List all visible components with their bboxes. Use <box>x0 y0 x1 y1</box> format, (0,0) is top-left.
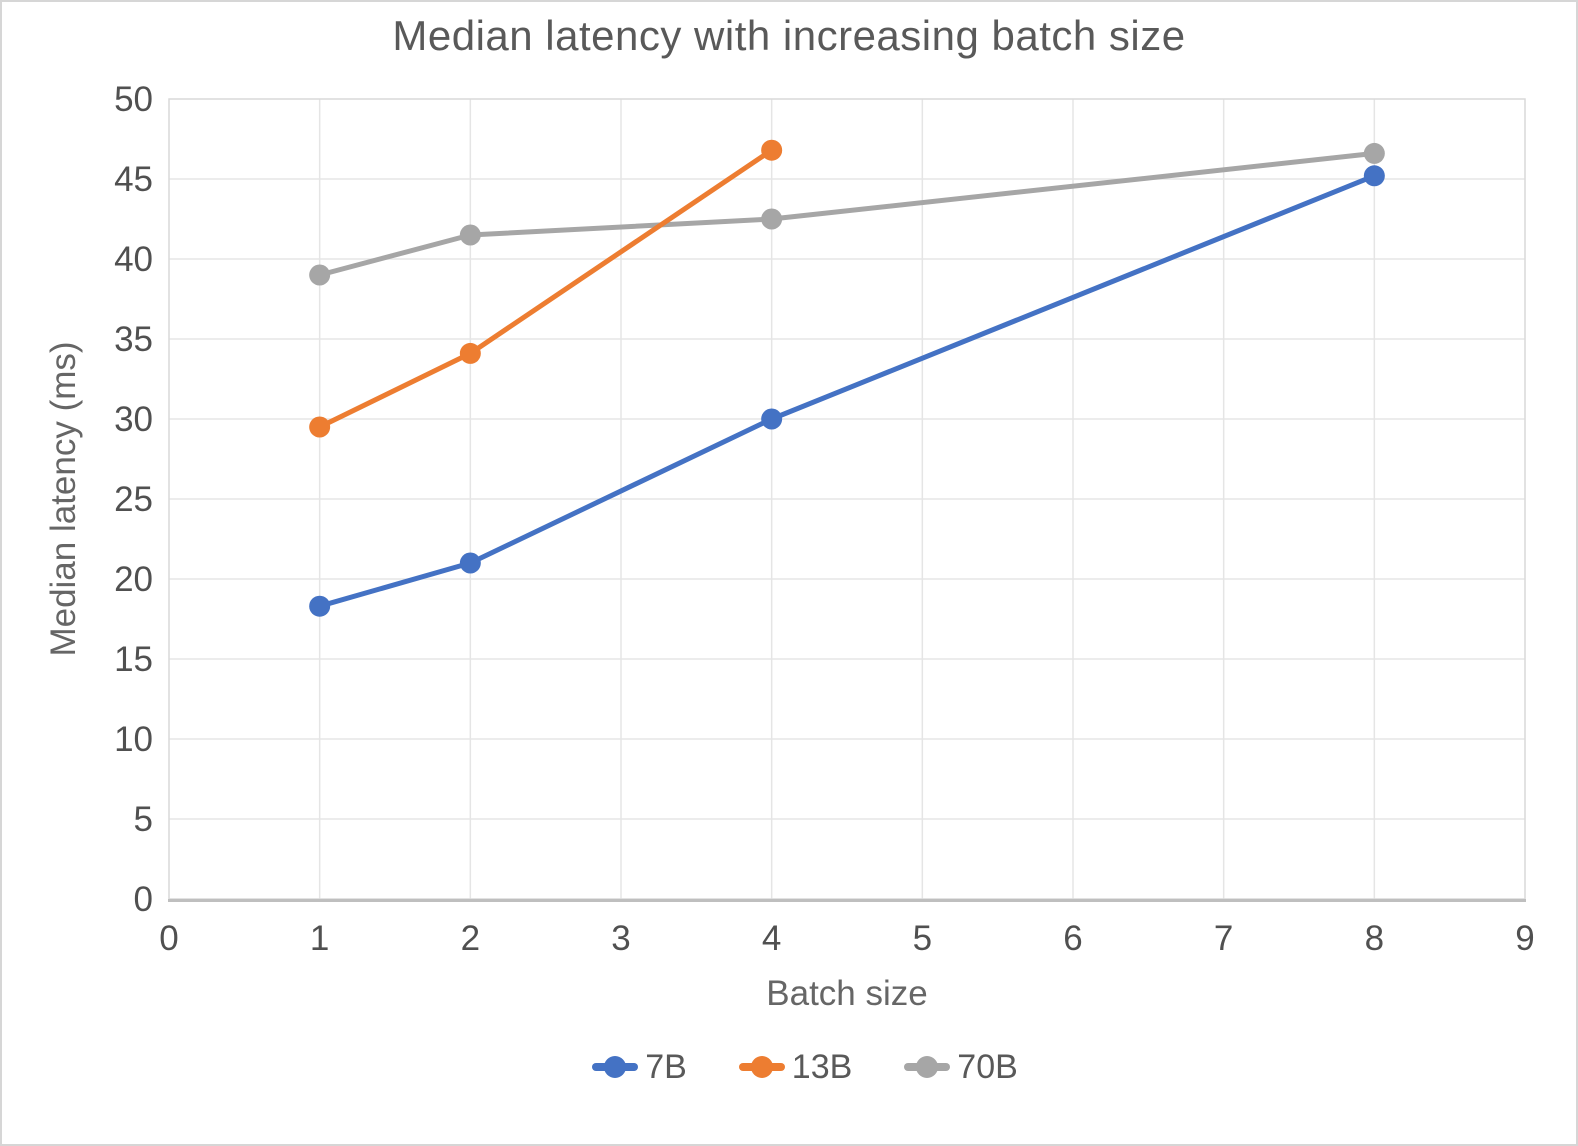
x-tick-label: 9 <box>1515 919 1534 958</box>
x-tick-label: 5 <box>913 919 932 958</box>
data-point-7B <box>459 552 481 574</box>
data-point-13B <box>309 416 331 438</box>
data-point-13B <box>761 139 783 161</box>
legend-item-13b: 13B <box>738 1048 853 1086</box>
legend-item-70b: 70B <box>904 1050 1018 1084</box>
x-tick-label: 7 <box>1214 919 1233 958</box>
x-tick-label: 8 <box>1365 919 1384 958</box>
data-point-7B <box>761 408 783 430</box>
y-tick-label: 35 <box>114 320 153 359</box>
series-marker-icon <box>738 1055 785 1079</box>
y-tick-label: 15 <box>114 640 153 679</box>
x-tick-label: 1 <box>310 919 329 958</box>
legend-label-13b: 13B <box>791 1048 853 1086</box>
data-point-70B <box>459 224 481 246</box>
legend-label-7b: 7B <box>645 1048 687 1086</box>
y-tick-label: 50 <box>114 80 153 119</box>
chart-title: Median latency with increasing batch siz… <box>392 12 1186 59</box>
x-tick-label: 6 <box>1063 919 1082 958</box>
series-marker-icon <box>592 1055 639 1079</box>
data-point-70B <box>309 264 331 286</box>
y-tick-label: 40 <box>114 240 153 279</box>
data-point-7B <box>1363 165 1385 187</box>
data-point-70B <box>1363 142 1385 164</box>
data-point-70B <box>761 208 783 230</box>
legend-item-7b: 7B <box>592 1050 687 1084</box>
y-tick-label: 5 <box>134 800 153 839</box>
series-line-13B <box>317 147 775 430</box>
legend-label-70b: 70B <box>957 1048 1018 1086</box>
data-point-7B <box>309 595 331 617</box>
legend: 7B 13B 70B <box>18 1048 1576 1086</box>
data-point-13B <box>459 342 481 364</box>
y-axis-title: Median latency (ms) <box>44 341 83 657</box>
y-tick-label: 20 <box>114 560 153 599</box>
x-axis-title: Batch size <box>766 974 928 1013</box>
x-tick-label: 0 <box>159 919 178 958</box>
series-marker-icon <box>904 1055 951 1079</box>
y-tick-label: 0 <box>134 880 153 919</box>
y-tick-label: 10 <box>114 720 153 759</box>
y-tick-label: 30 <box>114 400 153 439</box>
series-line-70B <box>317 150 1377 278</box>
x-tick-label: 3 <box>611 919 630 958</box>
y-tick-label: 45 <box>114 160 153 199</box>
x-tick-label: 4 <box>762 919 781 958</box>
x-tick-label: 2 <box>461 919 480 958</box>
y-tick-label: 25 <box>114 480 153 519</box>
series-line-7B <box>317 173 1377 609</box>
